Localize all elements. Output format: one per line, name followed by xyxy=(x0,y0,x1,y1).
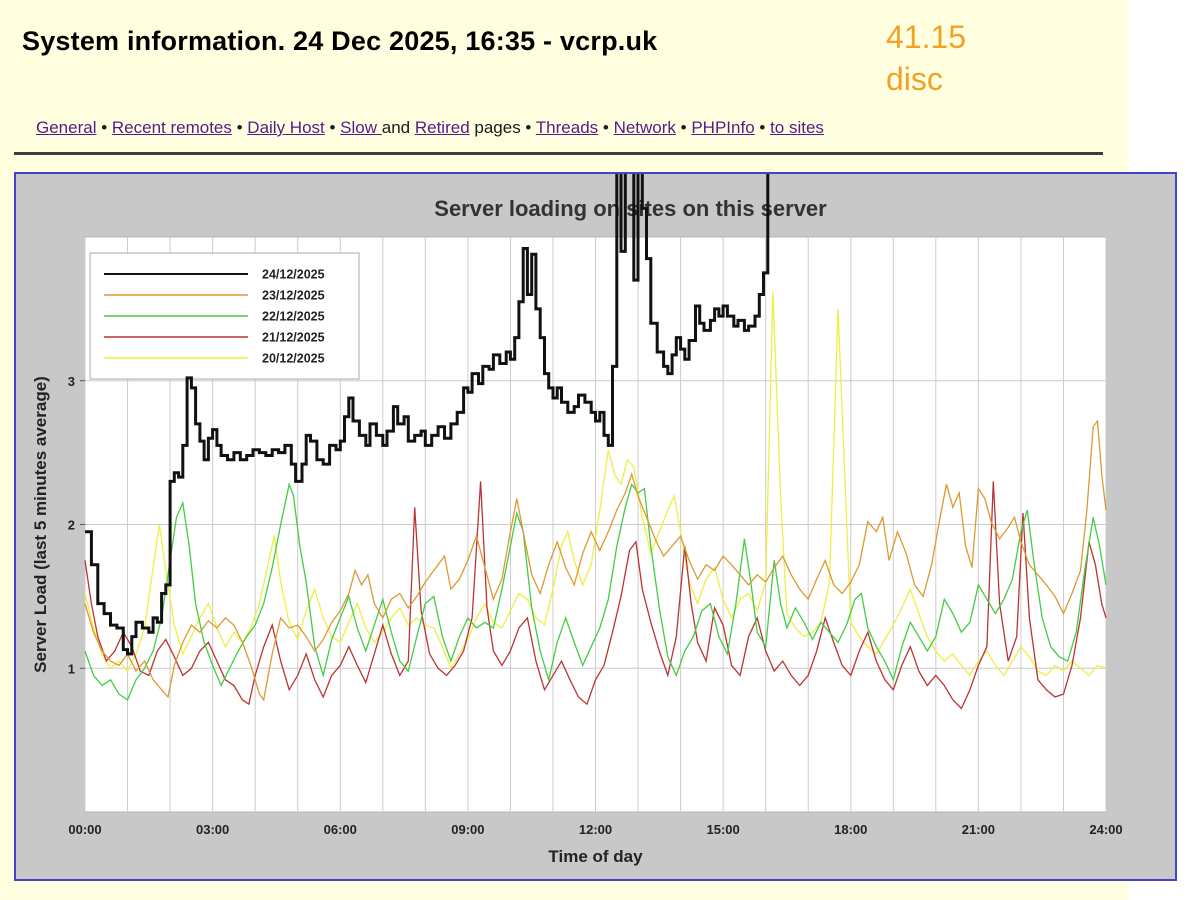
nav-link[interactable]: Slow xyxy=(340,118,382,137)
legend-label: 24/12/2025 xyxy=(262,268,325,282)
disc-usage-label: disc xyxy=(886,61,943,97)
chart-canvas: Server loading on sites on this server12… xyxy=(31,174,1123,866)
nav-text: • xyxy=(231,118,248,137)
series-21-12-2025 xyxy=(84,481,1107,710)
x-tick-label: 12:00 xyxy=(579,822,612,837)
nav-text: • xyxy=(598,118,614,137)
top-navigation: General • Recent remotes • Daily Host • … xyxy=(36,118,824,138)
x-tick-label: 09:00 xyxy=(451,822,484,837)
legend-label: 21/12/2025 xyxy=(262,331,325,345)
y-tick-label: 2 xyxy=(68,518,75,533)
series-24-12-2025 xyxy=(85,174,770,656)
x-tick-label: 00:00 xyxy=(68,822,101,837)
nav-link[interactable]: Threads xyxy=(535,118,599,137)
nav-link[interactable]: Network xyxy=(613,118,676,137)
horizontal-rule xyxy=(14,152,1103,155)
y-tick-label: 3 xyxy=(68,374,75,389)
disc-usage-badge: 41.15 disc xyxy=(886,16,966,100)
legend-label: 20/12/2025 xyxy=(262,352,325,366)
x-tick-label: 18:00 xyxy=(834,822,867,837)
server-load-chart: Server loading on sites on this server 1 2… xyxy=(14,172,1177,881)
nav-link[interactable]: General xyxy=(36,118,97,137)
disc-usage-value: 41.15 xyxy=(886,19,967,55)
series-23-12-2025 xyxy=(84,419,1107,702)
x-tick-label: 15:00 xyxy=(707,822,740,837)
legend-label: 22/12/2025 xyxy=(262,310,325,324)
chart-title: Server loading on sites on this server xyxy=(434,196,827,221)
nav-text: pages xyxy=(469,118,526,137)
nav-link[interactable]: Daily Host xyxy=(247,118,325,137)
x-axis-title: Time of day xyxy=(548,847,643,866)
x-tick-label: 21:00 xyxy=(962,822,995,837)
nav-text: • xyxy=(525,118,536,137)
x-tick-label: 06:00 xyxy=(324,822,357,837)
nav-text: • xyxy=(324,118,341,137)
nav-link[interactable]: to sites xyxy=(770,118,824,137)
x-tick-label: 03:00 xyxy=(196,822,229,837)
x-tick-label: 24:00 xyxy=(1089,822,1122,837)
nav-link[interactable]: Retired xyxy=(414,118,470,137)
page-title: System information. 24 Dec 2025, 16:35 -… xyxy=(22,26,658,56)
nav-text: • xyxy=(96,118,112,137)
nav-link[interactable]: PHPInfo xyxy=(691,118,755,137)
series-20-12-2025 xyxy=(84,291,1107,677)
y-axis-title: Server Load (last 5 minutes average) xyxy=(31,376,50,673)
nav-link[interactable]: Recent remotes xyxy=(111,118,232,137)
nav-text: • xyxy=(675,118,692,137)
nav-text: and xyxy=(381,118,415,137)
legend-label: 23/12/2025 xyxy=(262,289,325,303)
y-tick-label: 1 xyxy=(68,661,75,676)
series-22-12-2025 xyxy=(84,481,1107,701)
nav-text: • xyxy=(754,118,771,137)
